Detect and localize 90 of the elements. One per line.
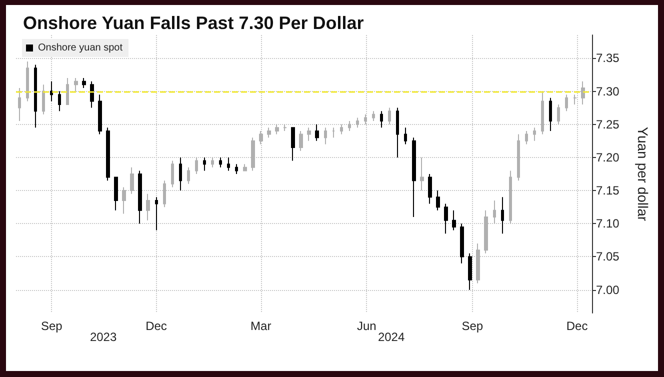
candlestick (541, 90, 544, 135)
candlestick (517, 134, 520, 182)
candlestick (324, 127, 327, 145)
y-tick-label: 7.20 (596, 150, 620, 164)
candlestick (114, 176, 118, 211)
candlestick (380, 110, 383, 128)
candlestick (90, 80, 94, 108)
candlestick (283, 124, 287, 132)
y-tick-label: 7.00 (596, 282, 620, 297)
candlestick (420, 156, 424, 192)
candlestick (235, 164, 238, 174)
candlestick (195, 156, 198, 174)
legend-label: Onshore yuan spot (38, 42, 123, 54)
candlestick (501, 196, 504, 234)
y-tick-label: 7.05 (596, 250, 620, 264)
candlestick (138, 170, 142, 224)
candlestick (388, 107, 391, 125)
candlestick (171, 160, 174, 188)
candlestick (130, 166, 134, 194)
candlestick (275, 124, 279, 135)
candlestick (484, 210, 488, 254)
candlestick (74, 78, 78, 92)
candlestick (146, 193, 150, 221)
candlestick (565, 94, 568, 112)
candlestick (82, 78, 86, 88)
y-tick-label: 7.35 (596, 51, 620, 66)
candlestick (227, 156, 230, 172)
y-axis-title: Yuan per dollar (635, 126, 651, 222)
candlestick (476, 243, 480, 284)
candlestick (155, 196, 158, 231)
candlestick (549, 97, 552, 132)
candlestick (348, 120, 351, 132)
text: 2024 (378, 330, 405, 344)
candlestick (291, 127, 295, 162)
candlestick (332, 127, 335, 138)
x-tick-label: Mar (250, 319, 272, 333)
candlestick (179, 156, 182, 192)
candlestick (50, 80, 53, 102)
candlestick (509, 170, 512, 224)
candlestick (436, 190, 440, 211)
candlestick (18, 87, 21, 122)
candlestick (251, 137, 255, 172)
candlestick (122, 186, 126, 214)
y-tick-label: 7.30 (596, 84, 620, 98)
candlestick (34, 64, 37, 128)
candlestick (468, 252, 472, 290)
x-tick-label: Sep (40, 319, 63, 333)
y-tick-label: 7.25 (596, 117, 620, 132)
candlestick (573, 94, 577, 105)
candlestick (444, 203, 448, 234)
x-tick-label: Dec (146, 319, 167, 333)
x-tick-label: Sep (462, 319, 484, 333)
candlestick (364, 114, 367, 125)
candlestick (98, 94, 102, 135)
candlestick (525, 130, 528, 145)
candlestick (187, 166, 190, 184)
candlestick (533, 127, 536, 142)
candlestick (404, 127, 407, 145)
x-tick-label: Dec (566, 319, 588, 333)
candlestick (26, 60, 29, 102)
candlestick (42, 84, 45, 115)
candlestick (299, 130, 303, 152)
candlestick (372, 110, 375, 122)
y-tick-label: 7.15 (596, 184, 620, 198)
candlestick (412, 137, 416, 218)
candlestick (581, 80, 585, 105)
candlestick (243, 164, 247, 172)
candlestick (307, 127, 311, 142)
candlestick (58, 90, 61, 112)
chart-title: Onshore Yuan Falls Past 7.30 Per Dollar (23, 13, 364, 33)
candlestick (106, 127, 110, 182)
candlestick (66, 78, 69, 105)
candlestick (396, 107, 399, 158)
candlestick (493, 200, 496, 224)
candlestick (460, 223, 464, 264)
candlestick (315, 124, 319, 142)
candlestick (203, 156, 206, 172)
x-tick-label: Jun (356, 319, 376, 333)
y-tick-label: 7.10 (596, 216, 620, 231)
candlestick (428, 174, 432, 204)
candlestick (259, 130, 263, 145)
candlestick (219, 156, 222, 168)
candlestick (267, 127, 271, 138)
candlestick (211, 156, 214, 168)
candlestick (452, 210, 456, 231)
text: 2023 (90, 330, 117, 344)
candlestick (340, 124, 343, 135)
candlestick (356, 117, 359, 128)
candlestick (163, 180, 166, 208)
candlestick (557, 104, 560, 125)
